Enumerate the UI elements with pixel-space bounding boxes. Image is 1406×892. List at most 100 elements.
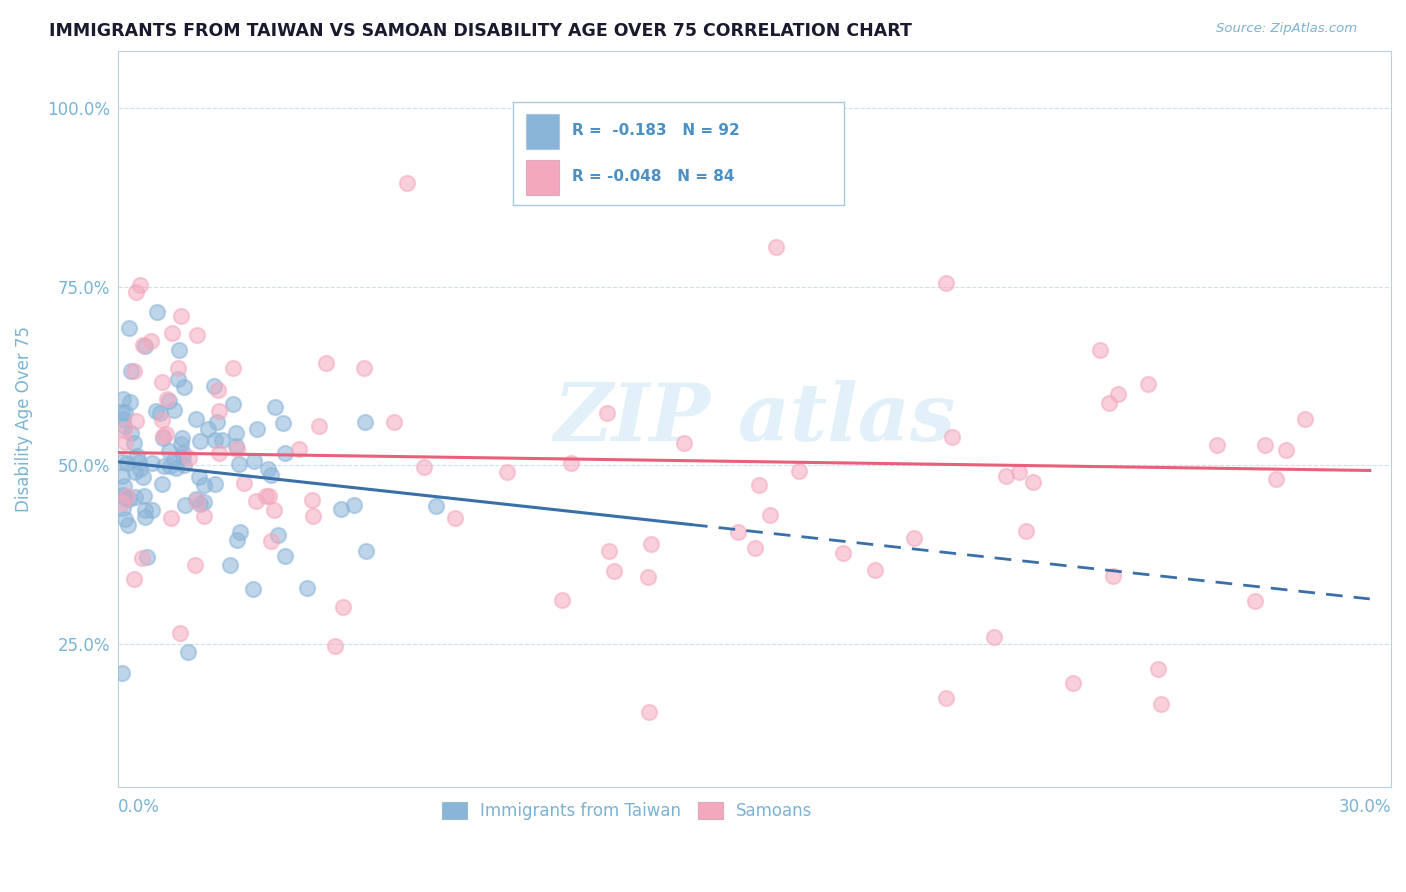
Point xyxy=(225,442,247,456)
Point xyxy=(202,379,225,393)
Point xyxy=(207,415,229,429)
Point xyxy=(112,500,135,515)
Point xyxy=(124,413,146,427)
Point xyxy=(903,531,925,545)
Point xyxy=(160,511,183,525)
Point xyxy=(863,563,886,577)
Point xyxy=(150,413,173,427)
Point xyxy=(114,512,136,526)
Point xyxy=(1206,437,1229,451)
Point xyxy=(787,463,810,477)
Point xyxy=(117,518,139,533)
Point xyxy=(315,356,337,370)
Point xyxy=(120,395,142,409)
Point xyxy=(288,442,311,457)
Point xyxy=(225,439,247,453)
Point xyxy=(120,364,142,378)
Point xyxy=(242,582,264,596)
Point xyxy=(150,375,173,389)
Point xyxy=(131,550,153,565)
Point xyxy=(134,339,156,353)
Point xyxy=(301,509,323,524)
Point xyxy=(228,457,250,471)
Point xyxy=(170,309,193,323)
Point xyxy=(114,435,136,450)
Point xyxy=(184,558,207,572)
Point xyxy=(1294,412,1316,426)
Point xyxy=(173,380,195,394)
Point xyxy=(225,426,247,441)
Point xyxy=(179,450,201,465)
Point xyxy=(208,403,231,417)
Point xyxy=(187,470,209,484)
Point xyxy=(169,343,191,358)
Point xyxy=(218,558,240,572)
Point xyxy=(177,645,200,659)
Point xyxy=(395,176,418,190)
Point xyxy=(271,416,294,430)
Point xyxy=(167,372,190,386)
Point xyxy=(343,498,366,512)
Point xyxy=(596,406,619,420)
Point xyxy=(173,498,195,512)
Text: 30.0%: 30.0% xyxy=(1339,798,1391,816)
Point xyxy=(170,436,193,450)
Point xyxy=(112,392,135,407)
Point xyxy=(163,403,186,417)
Point xyxy=(260,534,283,549)
Point xyxy=(156,392,179,406)
Point xyxy=(111,405,134,419)
Point xyxy=(256,462,278,476)
Point xyxy=(994,469,1017,483)
Point xyxy=(229,524,252,539)
Point xyxy=(115,489,138,503)
Point xyxy=(640,537,662,551)
Point xyxy=(122,364,145,378)
Point xyxy=(131,338,153,352)
Point xyxy=(211,434,233,448)
Point xyxy=(354,544,377,558)
Point xyxy=(118,492,141,507)
Point xyxy=(155,426,177,441)
Point xyxy=(246,422,269,436)
Point xyxy=(118,320,141,334)
Legend: Immigrants from Taiwan, Samoans: Immigrants from Taiwan, Samoans xyxy=(436,795,820,827)
Point xyxy=(111,665,134,680)
Point xyxy=(1274,442,1296,457)
Point xyxy=(186,327,208,342)
Point xyxy=(111,469,134,483)
Point xyxy=(128,455,150,469)
Point xyxy=(983,630,1005,644)
Point xyxy=(1015,524,1038,538)
Point xyxy=(297,581,319,595)
Point xyxy=(134,502,156,516)
Point xyxy=(744,541,766,555)
Point xyxy=(186,412,208,426)
Y-axis label: Disability Age Over 75: Disability Age Over 75 xyxy=(15,326,32,512)
Point xyxy=(135,549,157,564)
Point xyxy=(232,475,254,490)
Point xyxy=(274,549,297,563)
Point xyxy=(1146,662,1168,676)
Point xyxy=(353,415,375,429)
Point xyxy=(673,435,696,450)
Point xyxy=(204,477,226,491)
Point xyxy=(443,511,465,525)
Point xyxy=(111,412,134,426)
Point xyxy=(145,305,167,319)
Point xyxy=(254,489,277,503)
Point xyxy=(172,446,194,460)
Point xyxy=(141,456,163,470)
Point xyxy=(128,462,150,476)
Point xyxy=(124,435,146,450)
Point xyxy=(208,446,231,460)
Point xyxy=(139,334,162,348)
Point xyxy=(748,478,770,492)
Text: ZIP atlas: ZIP atlas xyxy=(554,380,956,458)
Point xyxy=(259,468,281,483)
Point xyxy=(141,502,163,516)
Point xyxy=(157,394,180,409)
Point xyxy=(172,431,194,445)
Point xyxy=(193,509,215,524)
Point xyxy=(765,240,787,254)
